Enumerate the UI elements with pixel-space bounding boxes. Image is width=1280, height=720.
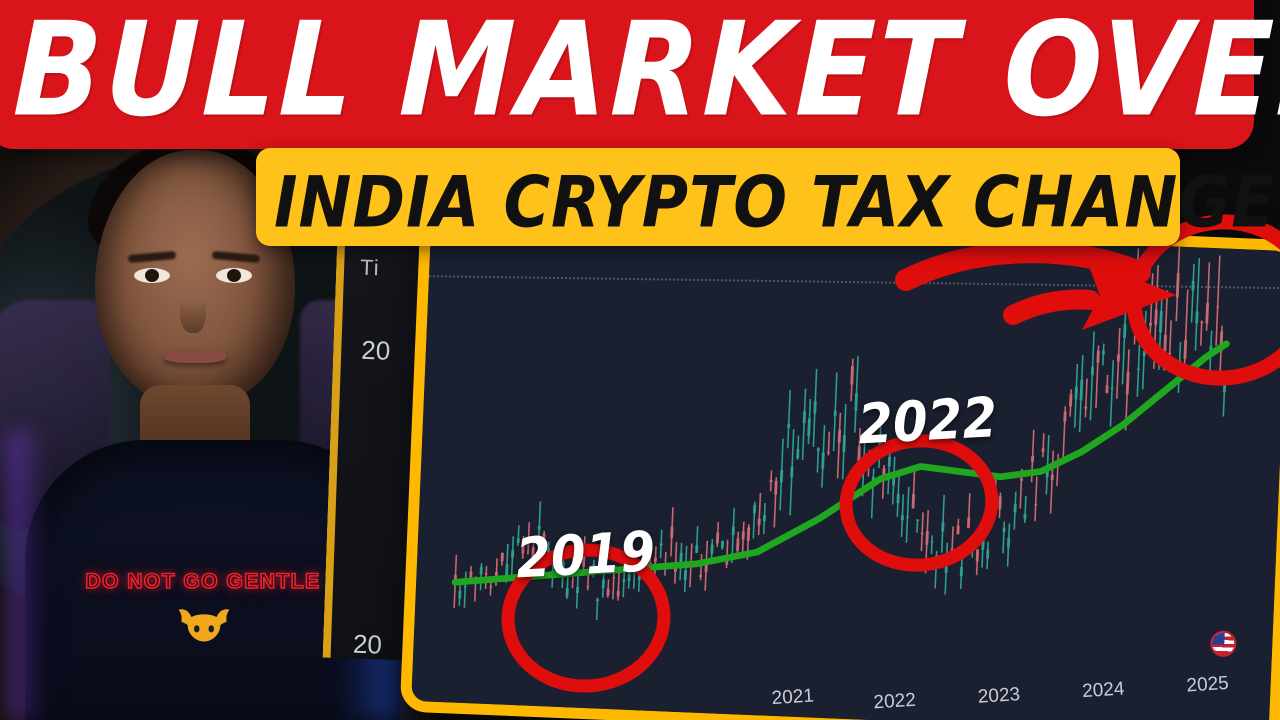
chart-plot-area: 2021 2022 2023 2024 2025 20 bbox=[411, 215, 1280, 720]
x-axis-tick-2022: 2022 bbox=[872, 689, 917, 714]
x-axis-tick-2021: 2021 bbox=[771, 685, 815, 710]
x-axis-tick-2024: 2024 bbox=[1081, 678, 1126, 703]
background-panel-value-top: 20 bbox=[360, 334, 391, 366]
bull-head-icon bbox=[175, 607, 233, 647]
background-panel-value-bottom: 20 bbox=[352, 628, 383, 660]
mouth bbox=[164, 350, 226, 363]
tshirt-slogan: DO NOT GO GENTLE bbox=[85, 569, 321, 594]
x-axis-tick-2025: 2025 bbox=[1185, 672, 1230, 697]
annotation-label-2019: 2019 bbox=[514, 519, 657, 591]
subhead-banner: INDIA CRYPTO TAX CHANGE ? bbox=[256, 148, 1280, 246]
headline-text: BULL MARKET OVER ? bbox=[11, 0, 1280, 146]
background-panel-header: Ti bbox=[359, 254, 381, 281]
x-axis-tick-2023: 2023 bbox=[977, 684, 1021, 708]
nose bbox=[180, 285, 206, 333]
annotation-label-2022: 2022 bbox=[856, 385, 999, 457]
price-chart[interactable]: 2021 2022 2023 2024 2025 20 bbox=[399, 203, 1280, 720]
eye-right bbox=[216, 268, 252, 283]
chart-series-svg bbox=[451, 230, 1230, 620]
headline-banner: BULL MARKET OVER ? bbox=[0, 0, 1280, 149]
rim-light-left bbox=[8, 430, 44, 720]
subhead-text: INDIA CRYPTO TAX CHANGE ? bbox=[274, 160, 1280, 244]
eye-left bbox=[134, 268, 170, 283]
